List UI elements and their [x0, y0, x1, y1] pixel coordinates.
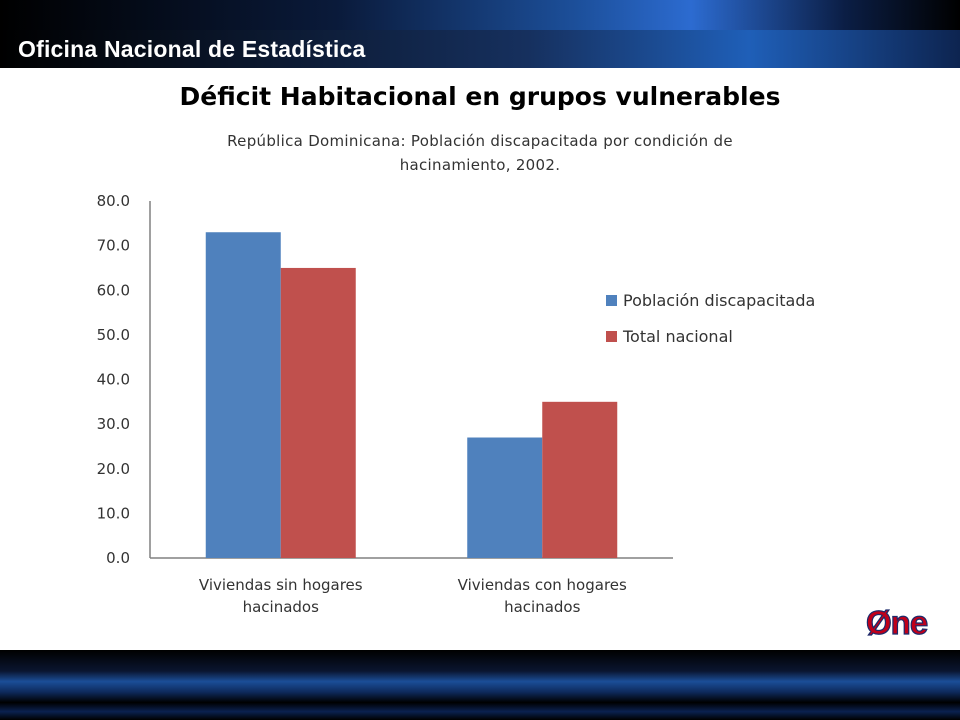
y-tick-label: 30.0: [97, 415, 130, 433]
top-decorative-band: [0, 0, 960, 30]
legend-label: Población discapacitada: [623, 291, 815, 310]
svg-text:Øne: Øne: [866, 604, 928, 640]
bar-poblacion-discapacitada: [467, 437, 543, 558]
y-tick-label: 70.0: [97, 237, 130, 255]
y-tick-label: 50.0: [97, 326, 130, 344]
chart-title-line-2: hacinamiento, 2002.: [399, 156, 561, 174]
chart-title-line-1: República Dominicana: Población discapac…: [227, 132, 733, 150]
legend-swatch: [606, 295, 617, 306]
bar-poblacion-discapacitada: [205, 232, 281, 559]
y-tick-label: 0.0: [106, 549, 130, 567]
header-bar: [0, 30, 960, 68]
y-tick-label: 10.0: [97, 504, 130, 522]
x-category-label: Viviendas con hogares hacinados: [458, 576, 627, 616]
legend-swatch: [606, 331, 617, 342]
bar-total-nacional: [542, 401, 618, 558]
bar-total-nacional: [280, 267, 356, 558]
x-category-label-line: hacinados: [243, 598, 320, 616]
chart-title: República Dominicana: Población discapac…: [160, 129, 800, 177]
bar-chart: 0.0 10.0 20.0 30.0 40.0 50.0 60.0 70.0 80.0 Vivie…: [97, 192, 816, 616]
x-category-label: Viviendas sin hogares hacinados: [199, 576, 363, 616]
x-category-label-line: Viviendas con hogares: [458, 576, 627, 594]
y-tick-label: 40.0: [97, 371, 130, 389]
y-tick-label: 60.0: [97, 281, 130, 299]
x-category-label-line: hacinados: [504, 598, 581, 616]
bottom-decorative-band: [0, 650, 960, 720]
one-logo: Øne: [865, 603, 929, 640]
legend-label: Total nacional: [622, 327, 733, 346]
y-tick-label: 80.0: [97, 192, 130, 210]
header-title: Oficina Nacional de Estadística: [18, 36, 366, 62]
slide-title: Déficit Habitacional en grupos vulnerabl…: [179, 82, 781, 111]
y-tick-label: 20.0: [97, 460, 130, 478]
x-category-label-line: Viviendas sin hogares: [199, 576, 363, 594]
